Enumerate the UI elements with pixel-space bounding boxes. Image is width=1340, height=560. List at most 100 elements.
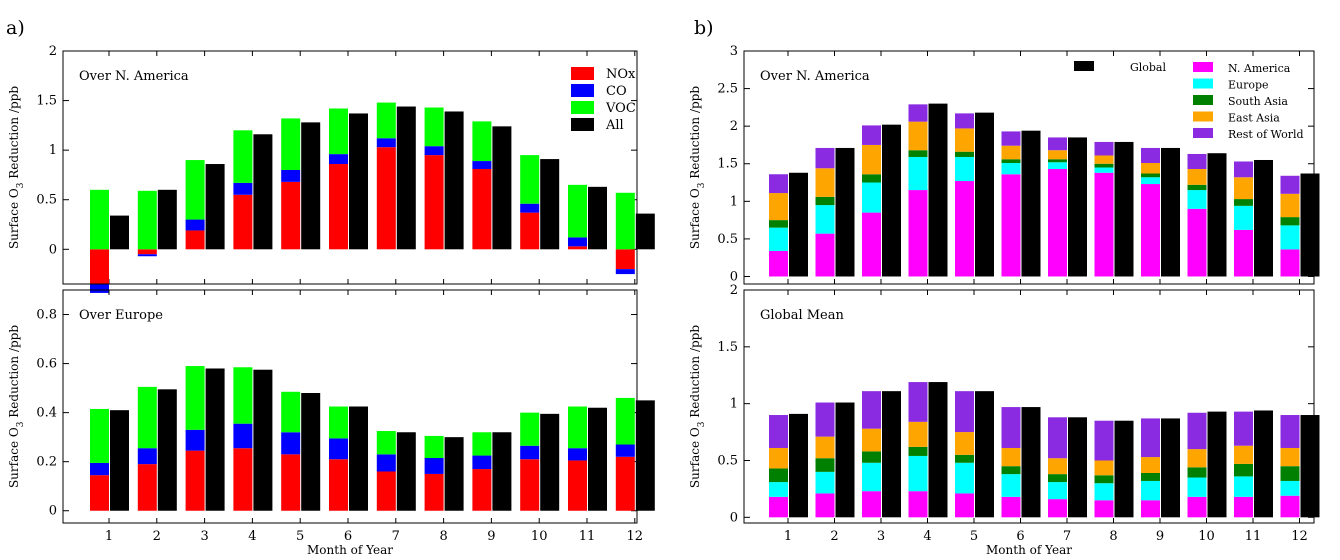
bar-europe-3 [862,182,881,213]
bar-europe-2 [815,471,835,494]
bar-europe-4 [908,455,928,492]
bar-global-7 [1068,417,1087,518]
bar-east-asia-6 [1001,145,1021,160]
bar-europe-1 [769,482,788,497]
bar-east-asia-10 [1187,169,1207,185]
bar-rest-of-world-7 [1048,137,1067,151]
bar-voc-12 [615,192,635,250]
y-axis-label: Surface O3 Reduction /ppb [7,325,26,488]
bar-all-5 [301,122,321,250]
bar-europe-12 [1280,225,1300,250]
y-tick-label: 0.4 [36,406,57,421]
bar-global-5 [975,112,994,277]
bar-nox-6 [329,459,348,511]
x-tick-label: 7 [1063,529,1071,544]
bar-global-2 [835,147,855,277]
bar-co-9 [472,161,492,169]
bar-voc-1 [90,408,109,463]
bar-co-12 [615,269,635,275]
x-tick-label: 5 [970,529,978,544]
bar-nox-4 [233,194,253,250]
bar-co-1 [90,462,109,476]
bar-rest-of-world-6 [1001,407,1021,448]
x-tick-label: 2 [830,529,838,544]
bar-all-3 [205,164,225,250]
y-tick-label: 3 [730,44,738,59]
bar-global-12 [1300,173,1320,277]
bar-global-10 [1207,411,1227,518]
bar-n-america-9 [1141,500,1160,518]
bar-europe-2 [815,205,835,234]
x-tick-label: 6 [1016,529,1024,544]
bar-nox-1 [90,475,109,511]
bar-n-america-6 [1001,496,1021,518]
bar-europe-10 [1187,190,1207,209]
legend-swatch-n-america [1193,62,1213,72]
x-tick-label: 11 [579,529,596,544]
bar-rest-of-world-7 [1048,417,1067,459]
bar-co-5 [281,432,301,455]
bar-east-asia-1 [769,193,788,221]
bar-nox-1 [90,249,109,284]
bar-global-6 [1021,130,1041,277]
chart-a-top: 0 0.5 1 1.5 2 Over N. America NOx CO VOC All [36,44,655,293]
bar-global-8 [1114,420,1134,518]
bar-co-2 [137,448,157,465]
bar-n-america-8 [1094,500,1114,518]
bar-east-asia-11 [1234,177,1253,200]
bar-n-america-4 [908,491,928,518]
bar-rest-of-world-8 [1094,141,1114,156]
bar-south-asia-5 [955,151,974,157]
bar-co-5 [281,169,301,182]
y-tick-label: 2 [730,283,738,298]
legend-label-co: CO [606,84,627,99]
bar-all-2 [157,389,177,511]
y-tick-label: 0 [730,510,738,525]
bar-nox-11 [568,246,587,250]
bar-all-5 [301,393,321,511]
bar-east-asia-4 [908,121,928,151]
bar-east-asia-10 [1187,449,1207,468]
plot-frame [743,50,1315,285]
bar-n-america-8 [1094,172,1114,277]
bar-voc-7 [376,431,396,455]
bar-nox-2 [137,464,157,511]
bar-global-4 [928,382,948,518]
bar-europe-8 [1094,483,1114,501]
bar-all-10 [540,413,560,511]
bar-co-9 [472,455,492,470]
bar-east-asia-11 [1234,445,1253,464]
bar-rest-of-world-1 [769,174,788,194]
bar-co-4 [233,423,253,449]
legend-swatch-voc [571,101,594,114]
x-tick-label: 8 [439,529,447,544]
bar-co-10 [520,203,540,213]
bar-n-america-1 [769,496,788,518]
panel-label-a: a) [6,17,25,39]
legend-swatch-east-asia [1193,111,1213,122]
legend-swatch-co [571,84,594,97]
bar-all-8 [444,111,464,250]
bar-europe-6 [1001,474,1021,497]
bar-voc-7 [376,102,396,139]
bar-co-6 [329,438,348,460]
bar-nox-5 [281,181,301,250]
bar-rest-of-world-10 [1187,153,1207,170]
x-tick-label: 6 [344,529,352,544]
bar-europe-6 [1001,162,1021,175]
bar-nox-10 [520,459,540,511]
bar-south-asia-6 [1001,466,1021,475]
x-axis-label: Month of Year [986,543,1072,556]
bar-europe-3 [862,462,881,492]
legend-label-rest-of-world: Rest of World [1228,128,1304,141]
bar-global-3 [882,391,901,518]
bar-co-8 [424,458,444,474]
y-tick-label: 2 [49,44,57,59]
y-tick-label: 1.5 [36,94,57,109]
bar-n-america-11 [1234,229,1253,277]
bar-all-4 [253,369,273,511]
bar-nox-2 [137,249,157,255]
bar-east-asia-7 [1048,458,1067,475]
legend-label-south-asia: South Asia [1228,95,1288,108]
